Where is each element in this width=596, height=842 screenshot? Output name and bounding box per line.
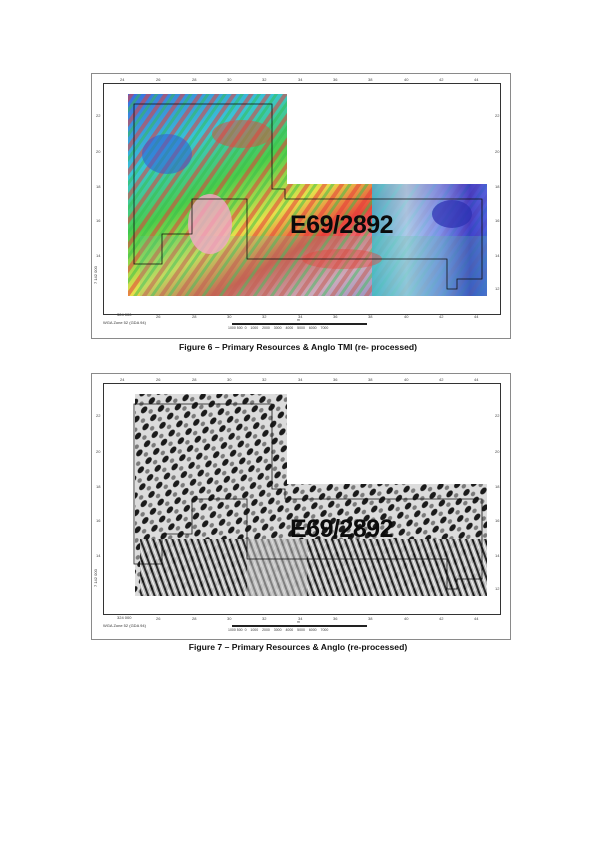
- scale-unit: m: [297, 620, 300, 624]
- easting-origin: 324 000: [117, 615, 132, 620]
- figure-6-tmi-map: E69/2892 324 000 WGA Zone 52 (GDA 94) 7 …: [91, 73, 511, 339]
- tmi-colour-map: [128, 94, 487, 296]
- figure-7-greyscale-map: E69/2892 324 000 WGA Zone 52 (GDA 94) 7 …: [91, 373, 511, 640]
- map-frame: [103, 83, 501, 315]
- scale-unit: m: [297, 318, 300, 322]
- easting-origin: 324 000: [117, 312, 132, 317]
- greyscale-derivative-map: [133, 394, 487, 596]
- tenement-label: E69/2892: [290, 211, 394, 239]
- tenement-label: E69/2892: [290, 515, 394, 543]
- datum-label: WGA Zone 52 (GDA 94): [103, 320, 146, 325]
- northing-origin: 7 142 000: [93, 569, 98, 587]
- scale-bar: [232, 625, 367, 627]
- scale-labels: 1000 500 0 1000 2000 3000 4000 5000 6000…: [228, 326, 329, 330]
- northing-origin: 7 142 000: [93, 266, 98, 284]
- figure-7-caption: Figure 7 – Primary Resources & Anglo (re…: [188, 642, 408, 652]
- scale-labels: 1000 500 0 1000 2000 3000 4000 5000 6000…: [228, 628, 329, 632]
- figure-6-caption: Figure 6 – Primary Resources & Anglo TMI…: [179, 342, 417, 352]
- scale-bar: [232, 323, 367, 325]
- map-frame: [103, 383, 501, 615]
- datum-label: WGA Zone 52 (GDA 94): [103, 623, 146, 628]
